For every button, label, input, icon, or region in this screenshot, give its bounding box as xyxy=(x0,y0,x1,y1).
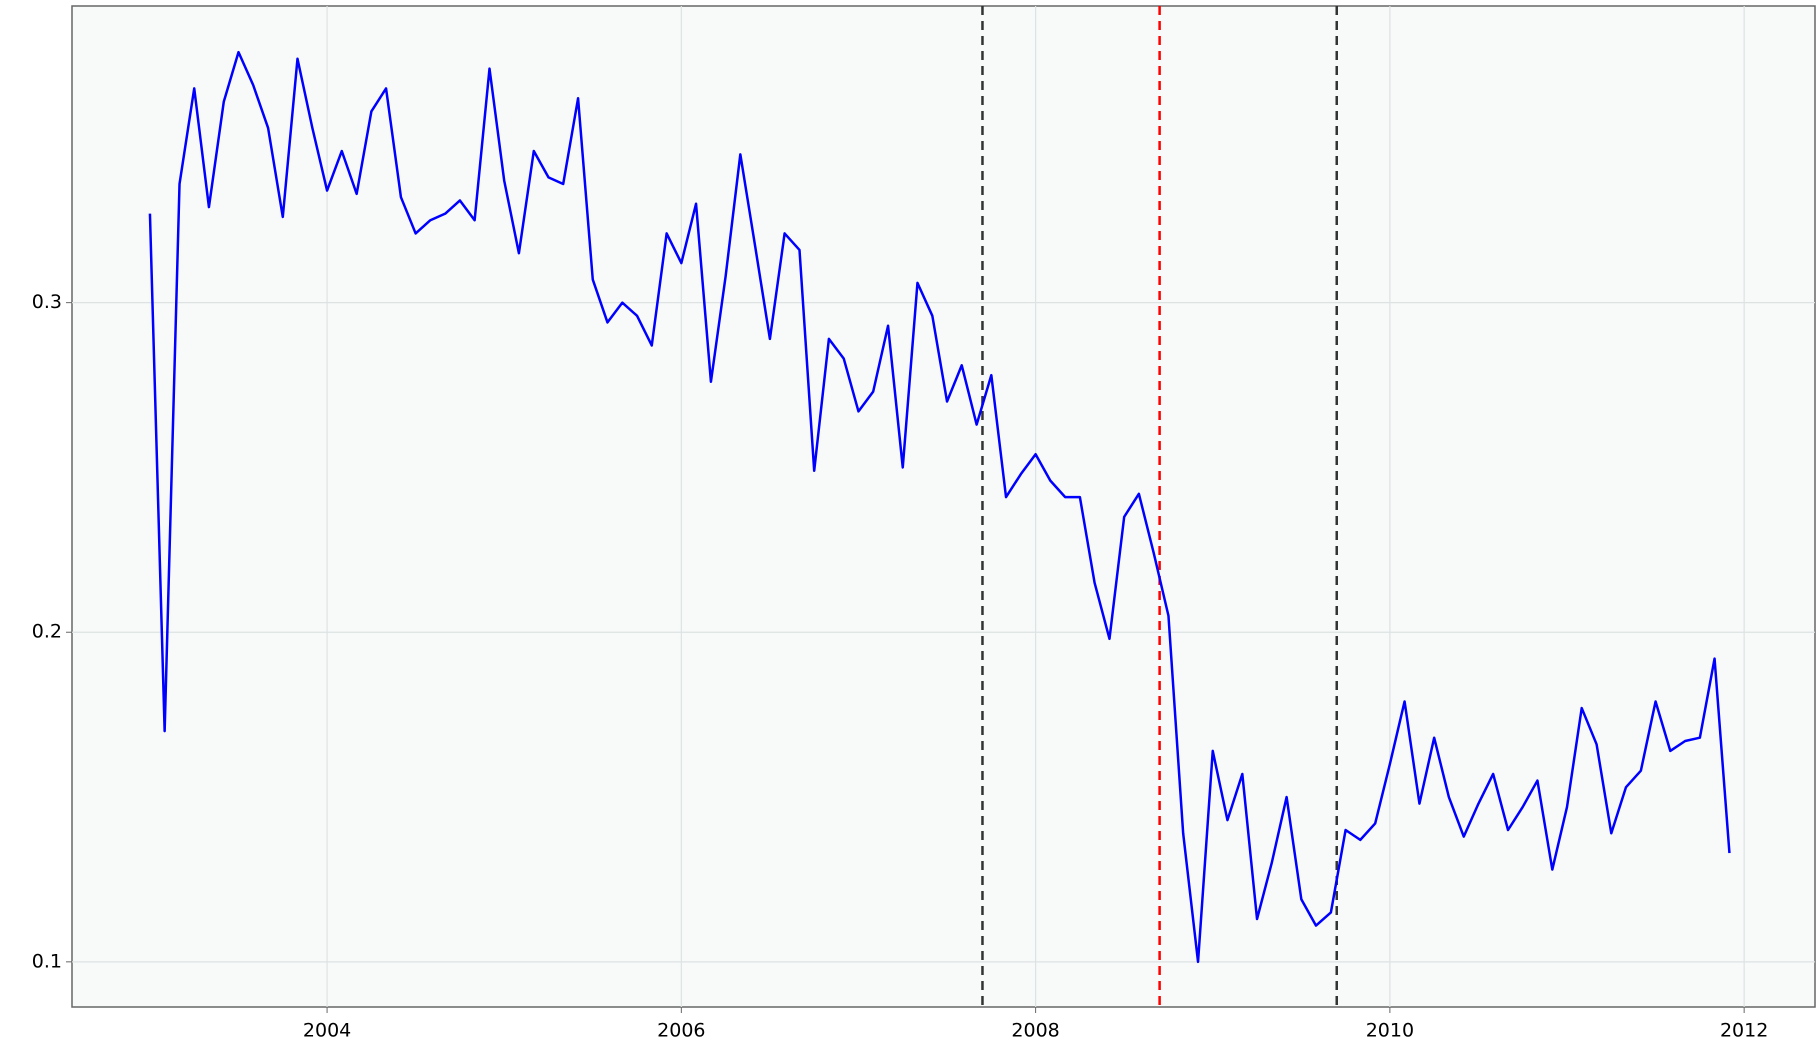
page: 0.10.20.320042006200820102012 (() => { c… xyxy=(0,0,1818,1059)
y-tick-label: 0.1 xyxy=(32,950,62,972)
x-tick-label: 2008 xyxy=(1011,1020,1059,1042)
y-tick-label: 0.3 xyxy=(32,291,62,313)
plot-panel xyxy=(72,6,1815,1007)
x-tick-label: 2010 xyxy=(1366,1020,1414,1042)
chart: 0.1 0.2 0.3 2004 2006 2008 2010 2012 xyxy=(0,0,1818,1059)
x-tick-label: 2006 xyxy=(657,1020,705,1042)
x-tick-label: 2004 xyxy=(303,1020,351,1042)
y-tick-label: 0.2 xyxy=(32,621,62,643)
x-tick-label: 2012 xyxy=(1720,1020,1768,1042)
